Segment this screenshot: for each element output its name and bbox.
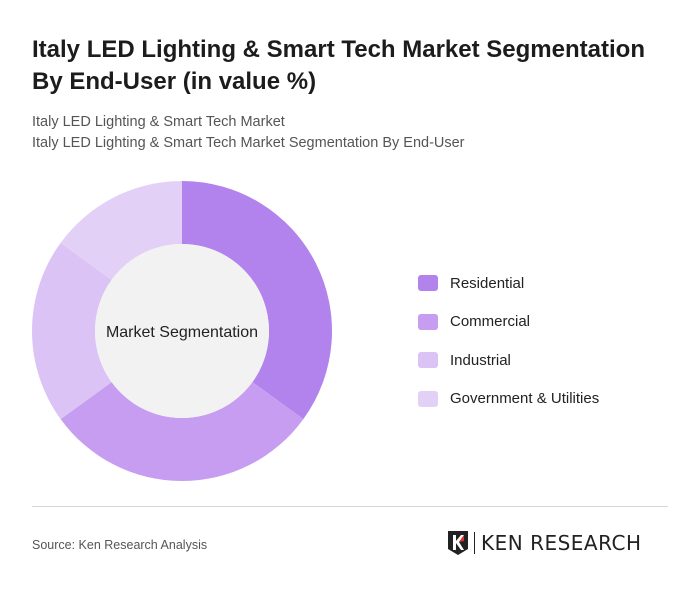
legend: Residential Commercial Industrial Governmen… xyxy=(418,264,599,418)
subtitle-market: Italy LED Lighting & Smart Tech Market xyxy=(32,114,285,130)
legend-swatch xyxy=(418,390,438,407)
center-label: Market Segmentation xyxy=(106,324,258,341)
ken-logo-icon xyxy=(448,531,468,555)
donut-chart: Market Segmentation xyxy=(31,181,332,481)
legend-label: Industrial xyxy=(450,351,511,369)
slice-government-utilities xyxy=(60,181,183,280)
legend-swatch xyxy=(418,275,438,292)
donut-hole xyxy=(95,244,269,418)
legend-item: Industrial xyxy=(418,341,599,380)
legend-item: Government & Utilities xyxy=(418,380,599,419)
legend-label: Government & Utilities xyxy=(450,390,600,408)
logo-text: KEN RESEARCH xyxy=(481,531,642,555)
legend-item: Residential xyxy=(418,264,599,303)
legend-label: Residential xyxy=(450,274,525,292)
slice-residential xyxy=(182,181,332,420)
legend-swatch xyxy=(418,352,438,369)
source-note: Source: Ken Research Analysis xyxy=(32,538,208,552)
legend-swatch xyxy=(418,313,438,330)
slice-commercial xyxy=(60,382,304,481)
subtitle-segmentation: Italy LED Lighting & Smart Tech Market S… xyxy=(32,135,465,151)
legend-label: Commercial xyxy=(450,313,531,331)
legend-item: Commercial xyxy=(418,303,599,342)
slice-industrial xyxy=(31,242,112,420)
divider xyxy=(32,506,668,507)
ken-research-logo: KEN RESEARCH xyxy=(447,530,642,556)
chart-title: Italy LED Lighting & Smart Tech Market S… xyxy=(32,36,645,95)
